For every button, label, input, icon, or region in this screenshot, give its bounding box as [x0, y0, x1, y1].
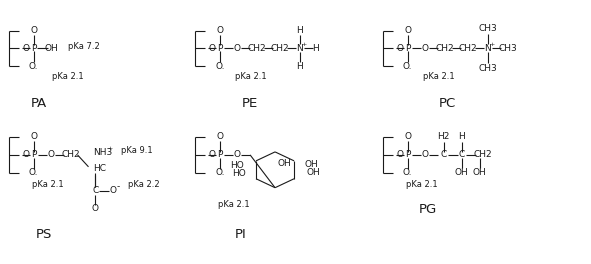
Text: O.: O.	[29, 168, 38, 177]
Text: O.: O.	[216, 168, 225, 177]
Text: N: N	[297, 44, 303, 53]
Text: P: P	[31, 44, 36, 53]
Text: O: O	[22, 44, 29, 53]
Text: O: O	[217, 133, 223, 142]
Text: CH3: CH3	[478, 64, 497, 73]
Text: OH: OH	[473, 168, 486, 177]
Text: H2: H2	[437, 133, 450, 142]
Text: O: O	[22, 150, 29, 159]
Text: O.: O.	[216, 62, 225, 71]
Text: O: O	[421, 150, 428, 159]
Text: OH: OH	[306, 168, 320, 177]
Text: O: O	[92, 204, 99, 213]
Text: O: O	[233, 150, 241, 159]
Text: O: O	[110, 186, 117, 195]
Text: PG: PG	[418, 203, 437, 216]
Text: O.: O.	[403, 168, 413, 177]
Text: pKa 2.1: pKa 2.1	[235, 72, 267, 81]
Text: HO: HO	[230, 161, 244, 170]
Text: CH2: CH2	[271, 44, 290, 53]
Text: pKa 2.1: pKa 2.1	[218, 200, 250, 209]
Text: O: O	[209, 150, 216, 159]
Text: pKa 2.1: pKa 2.1	[423, 72, 454, 81]
Text: OH: OH	[45, 44, 59, 53]
Text: P: P	[217, 44, 223, 53]
Text: O: O	[47, 150, 54, 159]
Text: HC: HC	[93, 164, 106, 173]
Text: P: P	[31, 150, 36, 159]
Text: P: P	[405, 150, 410, 159]
Text: O.: O.	[403, 62, 413, 71]
Text: -: -	[117, 182, 120, 191]
Text: P: P	[217, 150, 223, 159]
Text: pKa 9.1: pKa 9.1	[121, 147, 153, 155]
Text: CH2: CH2	[436, 44, 454, 53]
Text: PS: PS	[35, 228, 52, 241]
Text: CH2: CH2	[61, 150, 80, 159]
Text: PC: PC	[439, 97, 456, 110]
Text: PI: PI	[234, 228, 246, 241]
Text: H: H	[458, 133, 465, 142]
Text: +: +	[489, 42, 494, 47]
Text: OH: OH	[454, 168, 469, 177]
Text: CH2: CH2	[473, 150, 492, 159]
Text: PE: PE	[242, 97, 258, 110]
Text: pKa 2.1: pKa 2.1	[51, 72, 83, 81]
Text: O: O	[396, 44, 403, 53]
Text: O.: O.	[29, 62, 38, 71]
Text: O: O	[233, 44, 241, 53]
Text: H: H	[297, 62, 303, 71]
Text: O: O	[404, 26, 411, 35]
Text: OH: OH	[304, 160, 318, 169]
Text: C: C	[459, 150, 465, 159]
Text: O: O	[404, 133, 411, 142]
Text: CH2: CH2	[458, 44, 477, 53]
Text: C: C	[92, 186, 99, 195]
Text: HO: HO	[232, 169, 246, 178]
Text: pKa 7.2: pKa 7.2	[67, 42, 99, 51]
Text: O: O	[217, 26, 223, 35]
Text: +: +	[301, 42, 307, 47]
Text: C: C	[440, 150, 447, 159]
Text: O: O	[30, 133, 37, 142]
Text: O: O	[30, 26, 37, 35]
Text: CH2: CH2	[248, 44, 267, 53]
Text: O: O	[396, 150, 403, 159]
Text: N: N	[484, 44, 491, 53]
Text: pKa 2.1: pKa 2.1	[406, 180, 437, 189]
Text: H: H	[313, 44, 319, 53]
Text: H: H	[297, 26, 303, 35]
Text: P: P	[405, 44, 410, 53]
Text: pKa 2.1: pKa 2.1	[32, 180, 63, 189]
Text: CH3: CH3	[498, 44, 517, 53]
Text: +: +	[108, 147, 113, 152]
Text: pKa 2.2: pKa 2.2	[128, 180, 160, 189]
Text: NH3: NH3	[93, 148, 113, 157]
Text: O: O	[209, 44, 216, 53]
Text: O: O	[421, 44, 428, 53]
Text: PA: PA	[31, 97, 47, 110]
Text: OH: OH	[277, 159, 291, 168]
Text: CH3: CH3	[478, 24, 497, 33]
